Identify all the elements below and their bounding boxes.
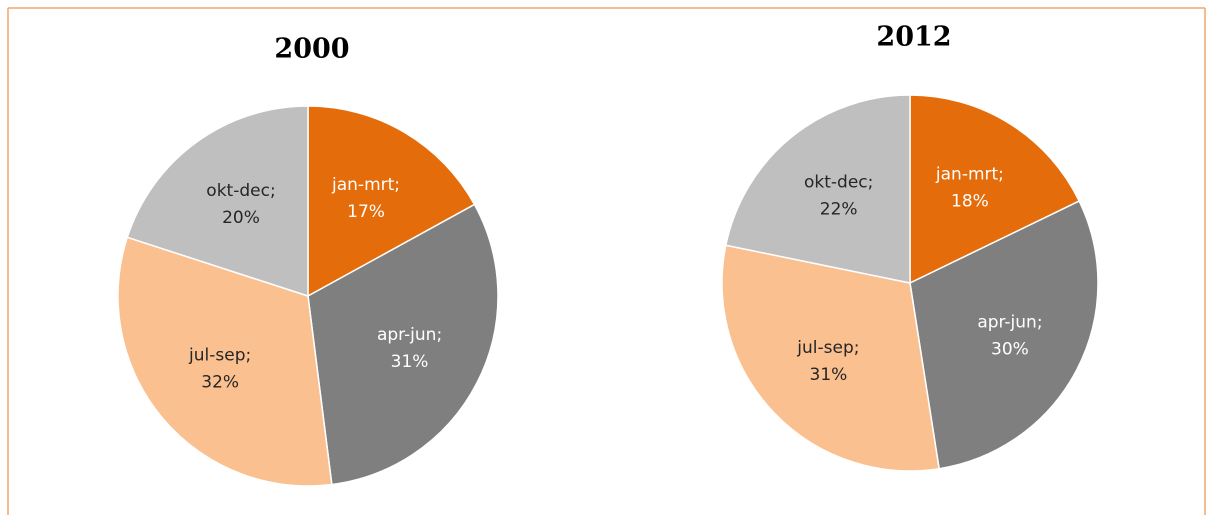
slice-category-label: apr-jun; bbox=[377, 325, 442, 345]
slice-category-label: jul-sep; bbox=[188, 346, 251, 366]
slice-value-label: 30% bbox=[991, 339, 1029, 359]
chart-title: 2012 bbox=[876, 22, 951, 53]
pie-slice bbox=[909, 200, 1099, 470]
chart-title: 2000 bbox=[274, 34, 349, 65]
slice-value-label: 32% bbox=[201, 373, 239, 393]
pie-slice bbox=[126, 105, 309, 298]
pie-slice bbox=[307, 203, 499, 486]
slice-value-label: 17% bbox=[347, 202, 385, 222]
slice-value-label: 31% bbox=[391, 352, 429, 372]
slice-category-label: apr-jun; bbox=[977, 312, 1042, 332]
slice-category-label: jul-sep; bbox=[796, 338, 859, 358]
slice-category-label: jan-mrt; bbox=[331, 175, 400, 195]
slice-category-label: okt-dec; bbox=[804, 173, 873, 193]
pie-slice bbox=[721, 244, 940, 472]
slice-value-label: 22% bbox=[820, 200, 858, 220]
pie-slice bbox=[724, 94, 911, 284]
slice-category-label: jan-mrt; bbox=[935, 164, 1004, 184]
slice-value-label: 31% bbox=[810, 365, 848, 385]
pie-slice bbox=[307, 105, 476, 298]
slice-value-label: 18% bbox=[951, 191, 989, 211]
slice-value-label: 20% bbox=[222, 208, 260, 228]
pie-slice bbox=[117, 236, 333, 487]
pie-slice bbox=[909, 94, 1081, 285]
slice-category-label: okt-dec; bbox=[206, 181, 275, 201]
